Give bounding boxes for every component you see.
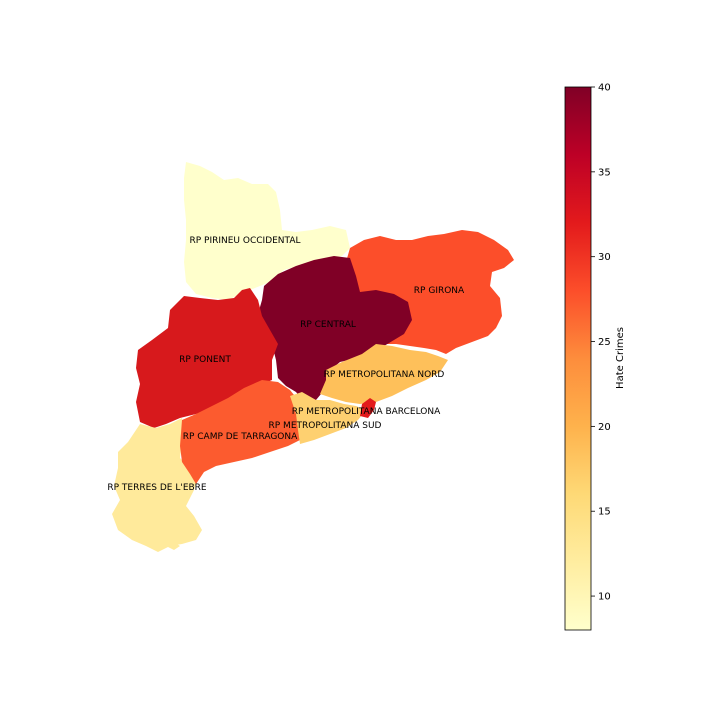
colorbar-tick-label: 35 <box>598 167 611 178</box>
colorbar-tick-label: 15 <box>598 507 611 518</box>
region-label-metropolitana-nord: RP METROPOLITANA NORD <box>324 370 445 380</box>
colorbar-tick-label: 20 <box>598 422 611 433</box>
colorbar-tick-label: 30 <box>598 252 611 263</box>
colorbar-tick-label: 40 <box>598 83 611 94</box>
region-label-pirineu-occidental: RP PIRINEU OCCIDENTAL <box>189 236 300 246</box>
region-metropolitana-sud <box>290 392 366 444</box>
colorbar-tick-label: 10 <box>598 592 611 603</box>
colorbar-tick-label: 25 <box>598 337 611 348</box>
region-label-camp-tarragona: RP CAMP DE TARRAGONA <box>183 432 298 442</box>
region-label-central: RP CENTRAL <box>300 320 356 330</box>
region-label-metropolitana-sud: RP METROPOLITANA SUD <box>269 421 382 431</box>
colorbar-ticks: 10 15 20 25 30 35 40 <box>591 83 611 603</box>
colorbar-label: Hate Crimes <box>615 327 626 389</box>
region-label-terres-ebre: RP TERRES DE L'EBRE <box>107 483 207 493</box>
region-camp-tarragona <box>180 380 302 484</box>
region-label-metropolitana-barcelona: RP METROPOLITANA BARCELONA <box>292 407 441 417</box>
colorbar-gradient <box>564 86 592 631</box>
region-label-ponent: RP PONENT <box>179 355 231 365</box>
region-pirineu-occidental <box>184 162 350 300</box>
map-regions <box>112 162 514 552</box>
region-terres-ebre <box>112 418 202 552</box>
region-metropolitana-barcelona <box>360 398 376 418</box>
region-metropolitana-nord <box>320 344 448 404</box>
region-central <box>258 256 412 402</box>
region-label-girona: RP GIRONA <box>414 286 465 296</box>
colorbar: 10 15 20 25 30 35 40 Hate Crimes <box>564 83 626 631</box>
region-labels: RP PIRINEU OCCIDENTAL RP GIRONA RP CENTR… <box>107 236 465 493</box>
region-ebre-delta-islet <box>166 542 180 550</box>
